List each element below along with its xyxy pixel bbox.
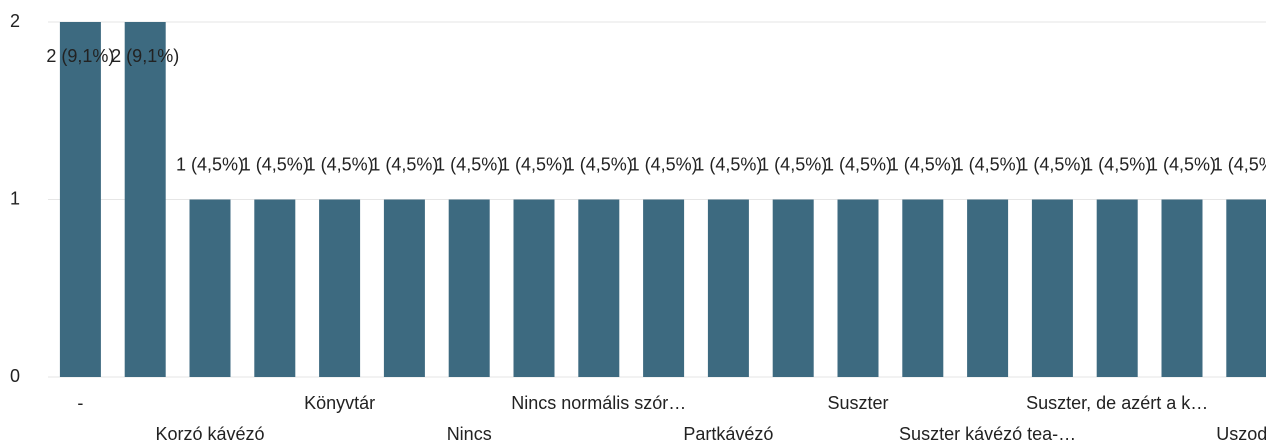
y-tick-label: 2 bbox=[10, 11, 20, 31]
data-label: 1 (4,5%) bbox=[370, 154, 438, 174]
bar bbox=[254, 199, 296, 377]
bar bbox=[1031, 199, 1073, 377]
bar bbox=[124, 22, 166, 377]
data-label: 1 (4,5%) bbox=[694, 154, 762, 174]
bar bbox=[837, 199, 879, 377]
data-label: 1 (4,5%) bbox=[500, 154, 568, 174]
y-tick-label: 0 bbox=[10, 366, 20, 386]
bar bbox=[189, 199, 231, 377]
bar bbox=[59, 22, 101, 377]
x-tick-label: Partkávézó bbox=[683, 424, 773, 444]
data-label: 1 (4,5%) bbox=[1213, 154, 1266, 174]
bar bbox=[902, 199, 944, 377]
data-label: 1 (4,5%) bbox=[1148, 154, 1216, 174]
y-tick-label: 1 bbox=[10, 188, 20, 208]
x-tick-label: Nincs bbox=[447, 424, 492, 444]
data-label: 1 (4,5%) bbox=[306, 154, 374, 174]
bar bbox=[578, 199, 620, 377]
bar bbox=[319, 199, 361, 377]
x-tick-label: Suszter, de azért a k… bbox=[1026, 393, 1208, 413]
bar bbox=[513, 199, 555, 377]
data-label: 1 (4,5%) bbox=[241, 154, 309, 174]
bar bbox=[967, 199, 1009, 377]
bar bbox=[1096, 199, 1138, 377]
data-label: 1 (4,5%) bbox=[565, 154, 633, 174]
data-label: 1 (4,5%) bbox=[824, 154, 892, 174]
data-label: 1 (4,5%) bbox=[1083, 154, 1151, 174]
x-tick-label: - bbox=[77, 393, 83, 413]
x-tick-label: Uszoda bbox=[1216, 424, 1266, 444]
data-label: 2 (9,1%) bbox=[46, 46, 114, 66]
bar bbox=[772, 199, 814, 377]
bar bbox=[383, 199, 425, 377]
x-tick-label: Könyvtár bbox=[304, 393, 375, 413]
data-label: 1 (4,5%) bbox=[954, 154, 1022, 174]
data-label: 1 (4,5%) bbox=[1018, 154, 1086, 174]
bar bbox=[707, 199, 749, 377]
x-tick-label: Nincs normális szór… bbox=[511, 393, 686, 413]
x-tick-label: Korzó kávézó bbox=[155, 424, 264, 444]
data-label: 1 (4,5%) bbox=[889, 154, 957, 174]
data-label: 1 (4,5%) bbox=[435, 154, 503, 174]
bar bbox=[448, 199, 490, 377]
bar bbox=[1161, 199, 1203, 377]
data-label: 1 (4,5%) bbox=[176, 154, 244, 174]
x-tick-label: Suszter kávézó tea-… bbox=[899, 424, 1076, 444]
data-label: 1 (4,5%) bbox=[759, 154, 827, 174]
bar bbox=[643, 199, 685, 377]
x-tick-label: Suszter bbox=[827, 393, 888, 413]
data-label: 1 (4,5%) bbox=[630, 154, 698, 174]
bar bbox=[1226, 199, 1266, 377]
data-label: 2 (9,1%) bbox=[111, 46, 179, 66]
